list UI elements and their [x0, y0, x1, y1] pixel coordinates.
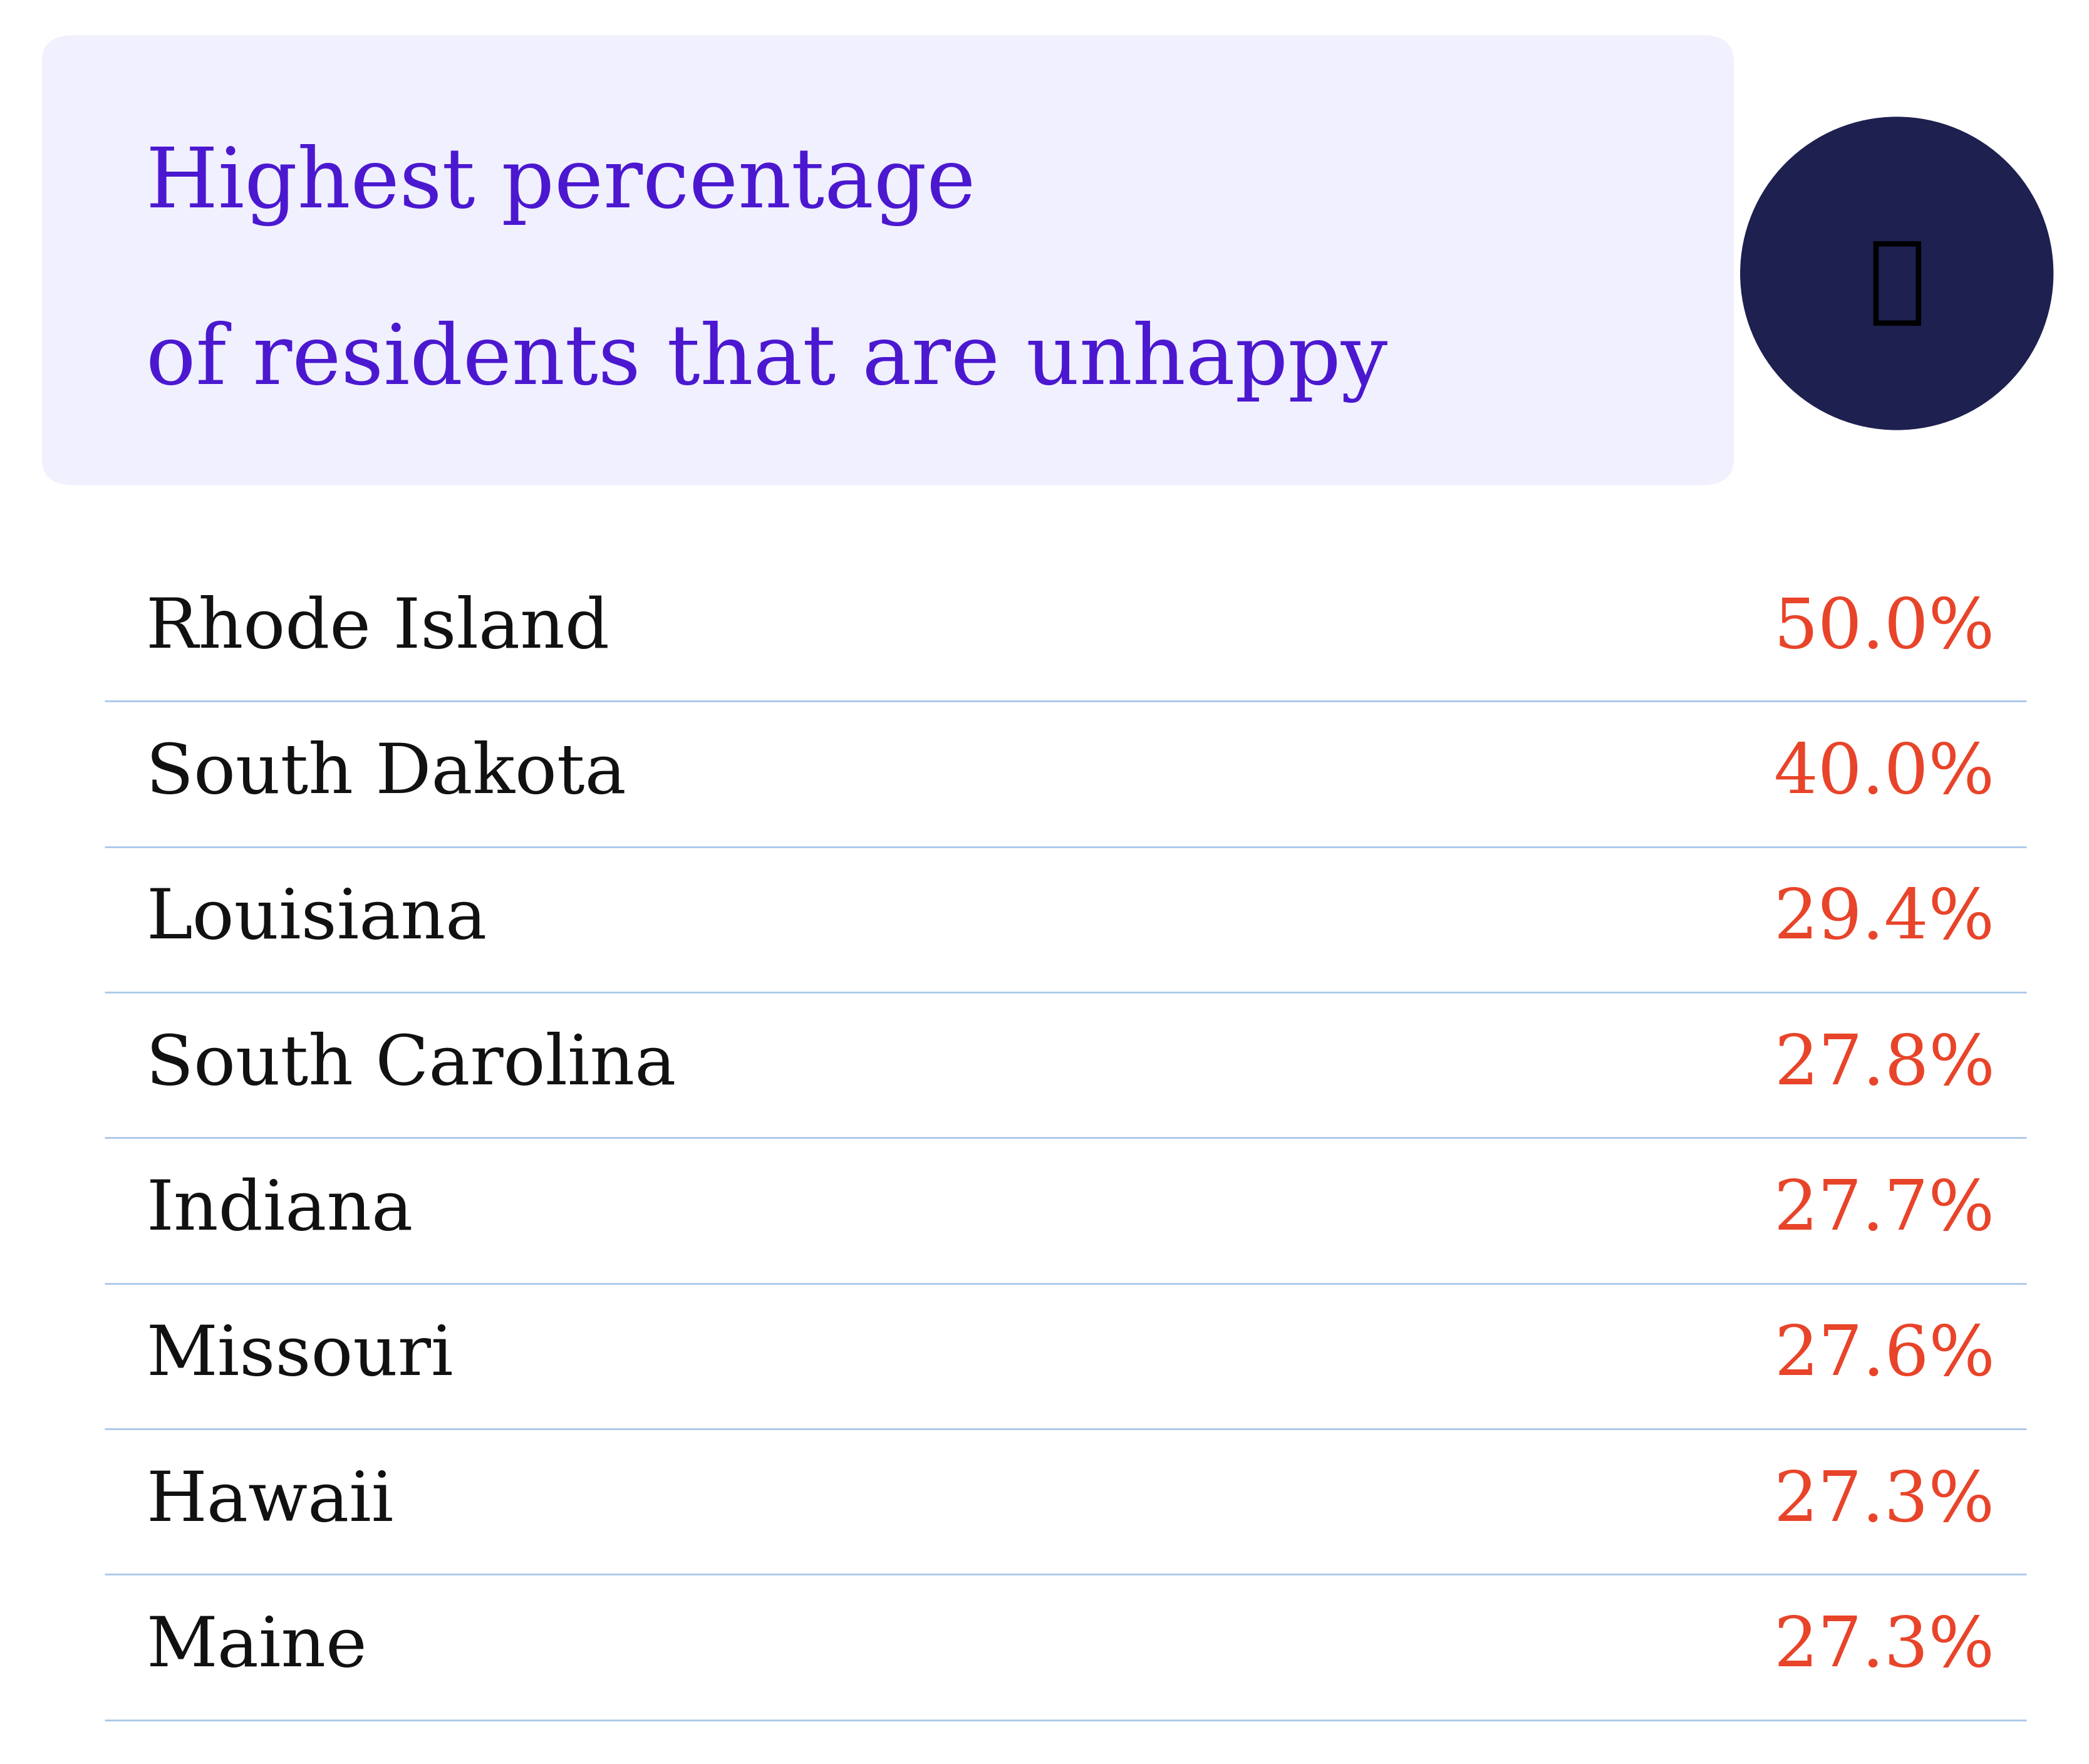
Text: 27.3%: 27.3%: [1774, 1614, 1995, 1681]
Text: South Dakota: South Dakota: [146, 741, 627, 808]
Text: South Carolina: South Carolina: [146, 1032, 677, 1099]
Ellipse shape: [1740, 116, 2053, 430]
Text: 29.4%: 29.4%: [1774, 886, 1995, 953]
Text: 👎: 👎: [1868, 236, 1926, 328]
Text: Indiana: Indiana: [146, 1177, 414, 1244]
Text: Rhode Island: Rhode Island: [146, 594, 610, 662]
Text: Highest percentage: Highest percentage: [146, 145, 976, 226]
Text: Hawaii: Hawaii: [146, 1468, 395, 1535]
Text: 27.3%: 27.3%: [1774, 1468, 1995, 1535]
Text: of residents that are unhappy: of residents that are unhappy: [146, 321, 1387, 402]
FancyBboxPatch shape: [42, 35, 1734, 485]
Text: Louisiana: Louisiana: [146, 886, 487, 953]
Text: Missouri: Missouri: [146, 1323, 453, 1390]
Text: Maine: Maine: [146, 1614, 368, 1681]
Text: 27.7%: 27.7%: [1774, 1177, 1995, 1244]
Text: 27.8%: 27.8%: [1774, 1032, 1995, 1099]
Text: 50.0%: 50.0%: [1774, 594, 1995, 662]
Text: 27.6%: 27.6%: [1774, 1323, 1995, 1390]
Text: 40.0%: 40.0%: [1774, 741, 1995, 808]
